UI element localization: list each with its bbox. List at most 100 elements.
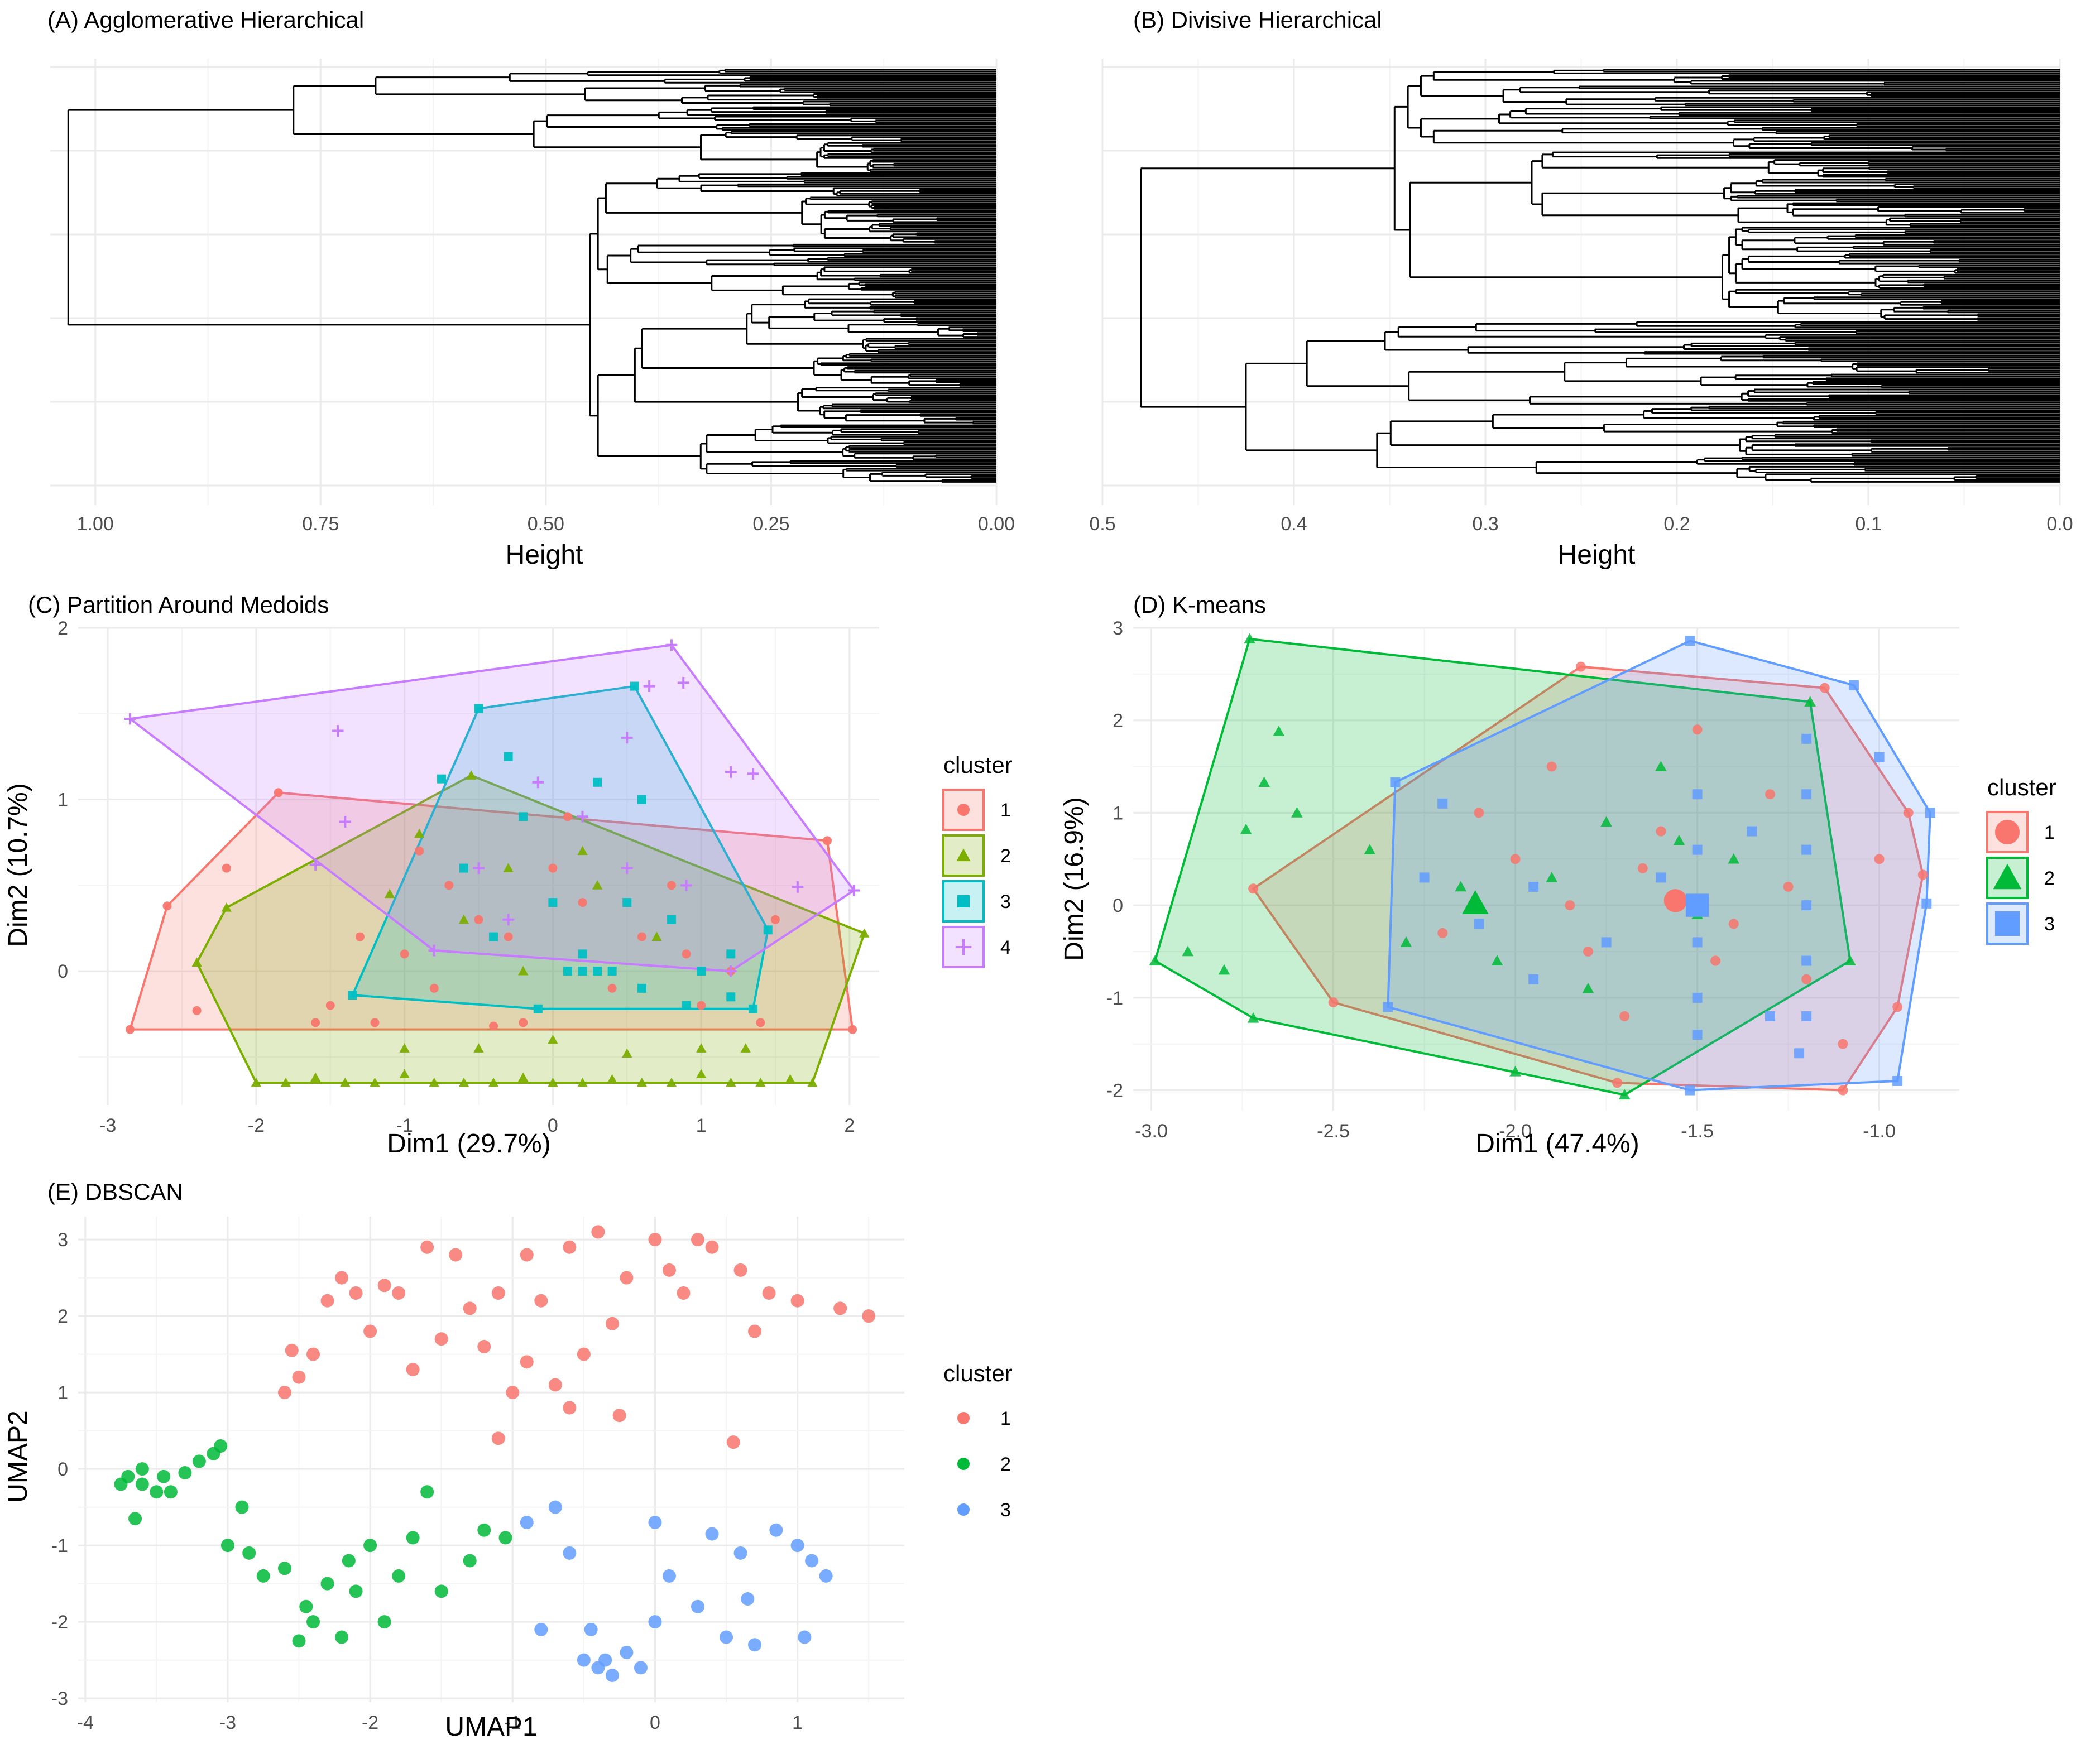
- data-point: [705, 1240, 719, 1254]
- data-point: [726, 1435, 740, 1449]
- data-point: [1765, 789, 1775, 800]
- data-point: [458, 1077, 469, 1087]
- data-point: [648, 1516, 662, 1530]
- data-point: [444, 881, 454, 890]
- data-point: [519, 812, 528, 821]
- data-point: [1583, 946, 1593, 957]
- series-3: [520, 1500, 833, 1683]
- legend-item-1: [1986, 811, 2029, 853]
- data-point: [220, 1539, 234, 1553]
- legend-marker: [1995, 911, 2020, 936]
- y-tick-label: 2: [1113, 710, 1123, 732]
- grid-lines: [1133, 627, 1959, 1111]
- data-point: [720, 1630, 733, 1644]
- data-point: [822, 836, 832, 845]
- data-point: [593, 777, 602, 787]
- data-point: [489, 932, 498, 941]
- data-point: [1582, 982, 1594, 993]
- data-point: [770, 915, 780, 924]
- data-point: [278, 1562, 291, 1575]
- data-point: [292, 1634, 306, 1648]
- data-point: [504, 752, 513, 761]
- data-point: [591, 1225, 605, 1239]
- data-point: [128, 1512, 142, 1526]
- x-axis-label: Dim1 (29.7%): [387, 1129, 550, 1159]
- legend-marker: [957, 1503, 970, 1516]
- chart-title: (D) K-means: [1133, 592, 1266, 618]
- y-axis-label: UMAP2: [3, 1410, 33, 1502]
- cluster-hull-1: [128, 791, 854, 1031]
- data-point: [705, 1527, 719, 1541]
- series-2: [114, 1439, 512, 1648]
- data-point: [584, 1622, 598, 1636]
- data-point: [1801, 1011, 1812, 1021]
- data-point: [548, 1077, 558, 1087]
- legend-title: cluster: [1987, 774, 2056, 800]
- y-tick-label: 2: [57, 1306, 68, 1327]
- data-point: [340, 1077, 351, 1087]
- series-2: [1149, 633, 1856, 1100]
- x-tick-label: -3.0: [1135, 1121, 1168, 1142]
- data-point: [1258, 776, 1270, 787]
- data-point: [1491, 955, 1503, 965]
- data-point: [420, 1485, 434, 1499]
- data-point: [1618, 1089, 1631, 1100]
- data-point: [677, 1286, 691, 1300]
- data-point: [1655, 761, 1667, 771]
- data-point: [1874, 854, 1885, 864]
- data-point: [725, 965, 737, 977]
- data-point: [534, 1622, 548, 1636]
- x-tick-label: 0.3: [1472, 513, 1498, 535]
- data-point: [1240, 823, 1252, 834]
- y-tick-label: -1: [51, 1535, 68, 1556]
- data-point: [805, 1554, 819, 1568]
- data-point: [1921, 898, 1932, 909]
- x-tick-label: 0.25: [752, 513, 789, 535]
- data-point: [320, 1577, 334, 1591]
- data-point: [474, 704, 483, 713]
- data-point: [548, 898, 558, 907]
- legend-label: 3: [1000, 1500, 1011, 1521]
- data-point: [533, 1004, 543, 1013]
- data-point: [620, 1645, 634, 1659]
- data-point: [1925, 808, 1935, 818]
- x-tick-label: -1.5: [1681, 1121, 1714, 1142]
- data-point: [862, 1309, 876, 1323]
- data-point: [1728, 853, 1740, 864]
- legend-label: 1: [2044, 822, 2055, 843]
- data-point: [1600, 816, 1612, 827]
- data-point: [1273, 726, 1285, 736]
- data-point: [682, 949, 691, 959]
- data-point: [637, 795, 646, 804]
- y-tick-label: 1: [57, 1382, 68, 1404]
- data-point: [667, 881, 676, 890]
- y-tick-label: 3: [57, 1229, 68, 1251]
- data-point: [682, 1001, 691, 1010]
- data-point: [520, 1248, 534, 1262]
- data-point: [622, 1048, 632, 1058]
- data-point: [414, 828, 425, 838]
- data-point: [1685, 1085, 1695, 1096]
- data-point: [348, 991, 357, 1000]
- cluster-centroid: [1462, 890, 1489, 914]
- data-point: [325, 1001, 335, 1010]
- x-axis-label: Height: [506, 540, 583, 570]
- data-point: [370, 1077, 380, 1087]
- data-point: [335, 1271, 349, 1285]
- y-tick-label: 1: [1113, 803, 1123, 824]
- data-point: [214, 1439, 228, 1453]
- legend-item-1: [957, 1412, 970, 1424]
- data-point: [630, 681, 639, 691]
- data-point: [1892, 1075, 1903, 1086]
- data-point: [1673, 834, 1685, 845]
- data-point: [355, 932, 365, 941]
- data-point: [491, 1286, 505, 1300]
- data-point: [477, 1339, 491, 1353]
- x-tick-label: -1: [504, 1712, 521, 1733]
- data-point: [349, 1584, 363, 1598]
- data-point: [473, 1043, 484, 1053]
- data-point: [309, 859, 322, 871]
- y-tick-label: 0: [57, 961, 68, 982]
- data-point: [458, 914, 469, 924]
- y-tick-label: 1: [57, 790, 68, 811]
